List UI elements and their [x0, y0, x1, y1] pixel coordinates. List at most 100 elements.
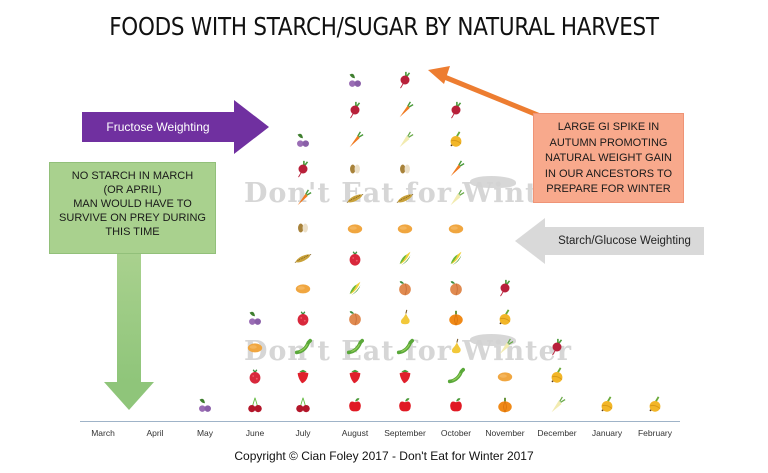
- x-axis-label-february: February: [637, 428, 672, 438]
- raspberry-icon: [346, 249, 364, 267]
- gi-spike-callout: LARGE GI SPIKE IN AUTUMN PROMOTING NATUR…: [533, 113, 684, 203]
- x-axis-label-november: November: [485, 428, 525, 438]
- cherry-icon: [246, 396, 264, 414]
- pea-icon: [346, 338, 364, 356]
- carrot-icon: [346, 131, 364, 149]
- oats-icon: [294, 219, 312, 237]
- carrot-icon: [447, 160, 465, 178]
- callout-line: MAN WOULD HAVE TO: [73, 198, 192, 210]
- corn-icon: [346, 279, 364, 297]
- blackcurrant-icon: [196, 396, 214, 414]
- pumpkin-icon: [447, 309, 465, 327]
- wheat-icon: [396, 189, 414, 207]
- pea-icon: [294, 338, 312, 356]
- potato-icon: [396, 219, 414, 237]
- carrot-icon: [294, 189, 312, 207]
- chart-title: FOODS WITH STARCH/SUGAR BY NATURAL HARVE…: [109, 12, 659, 41]
- fox-logo-icon: [470, 334, 516, 346]
- watermark-top: Don't Eat for Winter: [244, 178, 572, 209]
- starch-glucose-weighting-arrow: Starch/Glucose Weighting: [515, 218, 704, 264]
- fructose-weighting-arrow: Fructose Weighting: [82, 100, 269, 154]
- x-axis-label-august: August: [341, 428, 369, 438]
- raspberry-icon: [294, 309, 312, 327]
- fox-logo-icon: [470, 176, 516, 188]
- potato-icon: [447, 219, 465, 237]
- corn-icon: [447, 249, 465, 267]
- apple-icon: [346, 396, 364, 414]
- onion-icon: [646, 396, 664, 414]
- strawberry-icon: [346, 367, 364, 385]
- potato-icon: [346, 219, 364, 237]
- blackcurrant-icon: [246, 309, 264, 327]
- x-axis-label-march: March: [91, 428, 115, 438]
- corn-icon: [396, 249, 414, 267]
- callout-line: (OR APRIL): [103, 184, 162, 196]
- x-axis-label-january: January: [591, 428, 623, 438]
- pea-icon: [447, 367, 465, 385]
- raspberry-icon: [246, 367, 264, 385]
- copyright-text: Copyright © Cian Foley 2017 - Don't Eat …: [234, 449, 534, 463]
- oats-icon: [396, 160, 414, 178]
- onion-icon: [548, 367, 566, 385]
- blackcurrant-icon: [294, 131, 312, 149]
- beetroot-icon: [294, 160, 312, 178]
- potato-icon: [496, 367, 514, 385]
- potato-icon: [294, 279, 312, 297]
- onion-icon: [447, 131, 465, 149]
- parsnip-icon: [548, 396, 566, 414]
- peach-icon: [396, 279, 414, 297]
- arrow-head: [234, 100, 269, 154]
- onion-icon: [598, 396, 616, 414]
- callout-line: LARGE GI SPIKE IN: [557, 121, 660, 133]
- pumpkin-icon: [496, 396, 514, 414]
- pear-icon: [396, 309, 414, 327]
- carrot-icon: [396, 101, 414, 119]
- x-axis-label-june: June: [245, 428, 265, 438]
- callout-line: IN OUR ANCESTORS TO: [544, 167, 673, 180]
- callout-line: SURVIVE ON PREY DURING: [59, 212, 206, 224]
- peach-icon: [447, 279, 465, 297]
- callout-line: NO STARCH IN MARCH: [71, 170, 194, 182]
- callout-line: THIS TIME: [105, 226, 160, 238]
- potato-icon: [246, 338, 264, 356]
- no-starch-callout: NO STARCH IN MARCH (OR APRIL) MAN WOULD …: [49, 162, 216, 254]
- arrow-shaft: [545, 227, 704, 255]
- x-axis-label-september: September: [384, 428, 426, 438]
- callout-line: NATURAL WEIGHT GAIN: [545, 152, 672, 164]
- down-arrow: [104, 254, 154, 410]
- beetroot-icon: [496, 279, 514, 297]
- strawberry-icon: [396, 367, 414, 385]
- callout-line: PREPARE FOR WINTER: [546, 183, 671, 195]
- arrow-shaft: [82, 112, 234, 142]
- pear-icon: [447, 338, 465, 356]
- x-axis-line: [80, 421, 680, 422]
- peach-icon: [346, 309, 364, 327]
- beetroot-icon: [447, 101, 465, 119]
- blackcurrant-icon: [346, 71, 364, 89]
- fructose-weighting-label: Fructose Weighting: [106, 120, 210, 134]
- onion-icon: [496, 309, 514, 327]
- apple-icon: [447, 396, 465, 414]
- x-axis-label-october: October: [440, 428, 472, 438]
- x-axis-label-may: May: [196, 428, 214, 438]
- arrow-shaft: [117, 254, 141, 382]
- wheat-icon: [294, 249, 312, 267]
- beetroot-icon: [548, 338, 566, 356]
- parsnip-icon: [447, 189, 465, 207]
- oats-icon: [346, 160, 364, 178]
- beetroot-icon: [396, 71, 414, 89]
- wheat-icon: [346, 189, 364, 207]
- arrow-head: [104, 382, 154, 410]
- x-axis-label-april: April: [146, 428, 164, 438]
- parsnip-icon: [496, 338, 514, 356]
- x-axis-label-december: December: [537, 428, 577, 438]
- callout-line: AUTUMN PROMOTING: [549, 136, 668, 149]
- starch-glucose-weighting-label: Starch/Glucose Weighting: [558, 235, 691, 247]
- strawberry-icon: [294, 367, 312, 385]
- apple-icon: [396, 396, 414, 414]
- arrow-head: [515, 218, 545, 264]
- parsnip-icon: [396, 131, 414, 149]
- x-axis-label-july: July: [295, 428, 311, 438]
- beetroot-icon: [346, 101, 364, 119]
- pea-icon: [396, 338, 414, 356]
